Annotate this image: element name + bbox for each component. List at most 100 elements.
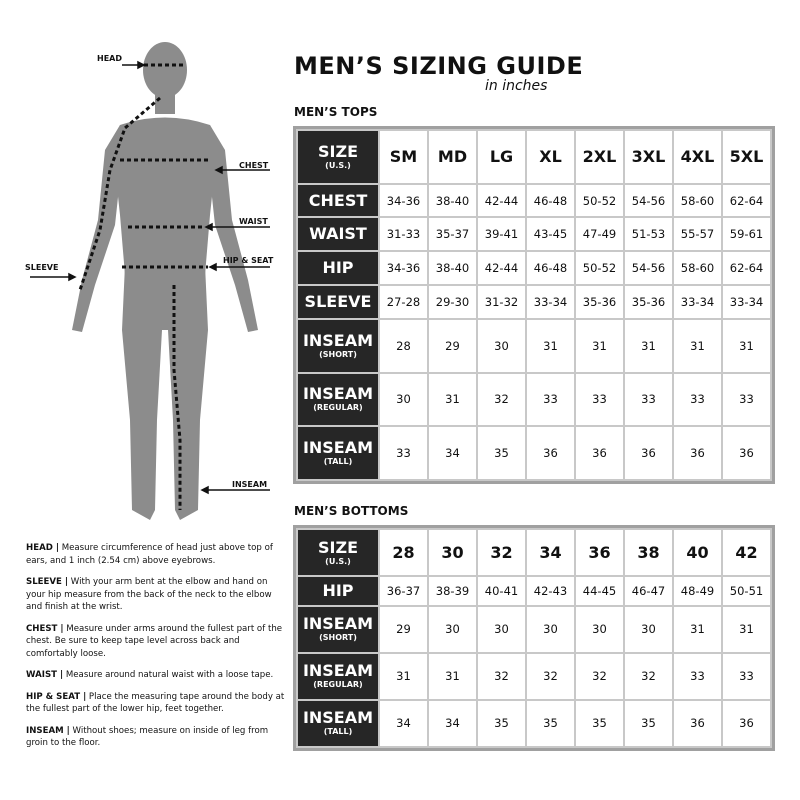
size-column-header: 30 [429,530,476,576]
table-cell: 33 [576,373,623,426]
table-cell: 33 [527,373,574,426]
table-cell: 46-47 [625,577,672,605]
table-cell: 31 [723,606,770,652]
table-row: CHEST 34-36 38-40 42-44 46-48 50-52 54-56 58-60… [298,184,770,217]
table-cell: 54-56 [625,252,672,285]
table-cell: 30 [625,606,672,652]
table-cell: 42-43 [527,577,574,605]
note-text: Measure under arms around the fullest pa… [26,623,283,659]
table-cell: 48-49 [674,577,721,605]
row-header-cell: HIP [298,252,378,285]
tops-heading: MEN’S TOPS [294,105,378,119]
table-cell: 33 [723,373,770,426]
row-header-cell: INSEAM (SHORT) [298,319,378,372]
page-subtitle: in inches [485,78,548,94]
table-cell: 32 [625,653,672,699]
table-cell: 34 [429,427,476,479]
table-cell: 46-48 [527,184,574,217]
row-header-cell: INSEAM (REGULAR) [298,373,378,426]
row-sublabel: (REGULAR) [313,403,363,413]
table-cell: 51-53 [625,218,672,251]
table-cell: 31 [576,319,623,372]
size-sublabel: (U.S.) [325,160,351,170]
table-cell: 33-34 [674,286,721,318]
size-label: SIZE [317,141,358,161]
table-cell: 62-64 [723,252,770,285]
table-row: INSEAM (SHORT) 28 29 30 31 31 31 31 31 [298,319,770,372]
table-cell: 35 [478,427,525,479]
size-column-header: SM [380,131,427,183]
row-header-cell: INSEAM (TALL) [298,427,378,479]
table-cell: 44-45 [576,577,623,605]
label-hip-seat: HIP & SEAT [223,256,274,265]
table-cell: 34 [429,700,476,746]
size-column-header: MD [429,131,476,183]
note-paragraph: WAIST | Measure around natural waist wit… [26,669,286,682]
note-paragraph: INSEAM | Without shoes; measure on insid… [26,725,286,750]
table-cell: 32 [478,653,525,699]
table-cell: 35 [625,700,672,746]
row-header-cell: INSEAM (TALL) [298,700,378,746]
note-paragraph: HEAD | Measure circumference of head jus… [26,542,286,567]
note-text: With your arm bent at the elbow and hand… [26,577,272,612]
row-label: HIP [322,258,354,278]
row-header-cell: INSEAM (SHORT) [298,606,378,652]
table-cell: 33-34 [723,286,770,318]
table-cell: 35-37 [429,218,476,251]
table-cell: 30 [478,319,525,372]
table-row: SLEEVE 27-28 29-30 31-32 33-34 35-36 35-36 33-3… [298,286,770,318]
header-row: SIZE (U.S.) 28 30 32 34 36 38 40 42 [298,530,770,576]
note-term: HEAD | [26,543,59,553]
table-cell: 47-49 [576,218,623,251]
table-cell: 35-36 [576,286,623,318]
table-row: INSEAM (TALL) 34 34 35 35 35 35 36 36 [298,700,770,746]
label-inseam: INSEAM [232,480,268,489]
row-label: INSEAM [302,384,374,404]
header-row: SIZE (U.S.) SM MD LG XL 2XL 3XL 4XL 5XL [298,131,770,183]
table-cell: 33 [625,373,672,426]
table-cell: 31 [429,373,476,426]
row-label: INSEAM [302,438,374,458]
size-column-header: 42 [723,530,770,576]
size-column-header: 5XL [723,131,770,183]
note-text: Measure around natural waist with a loos… [63,670,274,680]
table-cell: 33 [380,427,427,479]
note-text: Without shoes; measure on inside of leg … [26,725,269,749]
label-head: HEAD [97,54,122,63]
tops-size-table: SIZE (U.S.) SM MD LG XL 2XL 3XL 4XL 5XL CHEST 34-36… [293,126,775,484]
table-cell: 33-34 [527,286,574,318]
table-cell: 31 [674,319,721,372]
table-cell: 29-30 [429,286,476,318]
table-cell: 31 [429,653,476,699]
table-cell: 36 [576,427,623,479]
note-paragraph: HIP & SEAT | Place the measuring tape ar… [26,691,286,716]
table-cell: 31 [625,319,672,372]
table-row: HIP 36-37 38-39 40-41 42-43 44-45 46-47 48-49 50… [298,577,770,605]
row-header-cell: WAIST [298,218,378,251]
note-text: Place the measuring tape around the body… [26,691,285,715]
table-cell: 29 [380,606,427,652]
row-sublabel: (TALL) [323,457,353,467]
row-header-cell: SLEEVE [298,286,378,318]
table-cell: 42-44 [478,252,525,285]
table-cell: 30 [478,606,525,652]
table-cell: 30 [429,606,476,652]
table-cell: 36 [674,700,721,746]
table-cell: 50-52 [576,252,623,285]
table-cell: 39-41 [478,218,525,251]
table-cell: 36 [674,427,721,479]
size-sublabel: (U.S.) [325,556,351,566]
row-header-cell: HIP [298,577,378,605]
row-header-cell: INSEAM (REGULAR) [298,653,378,699]
table-cell: 31-33 [380,218,427,251]
table-cell: 50-52 [576,184,623,217]
note-paragraph: CHEST | Measure under arms around the fu… [26,623,286,661]
row-label: INSEAM [302,330,374,350]
table-cell: 31-32 [478,286,525,318]
table-row: INSEAM (SHORT) 29 30 30 30 30 30 31 31 [298,606,770,652]
table-cell: 38-40 [429,252,476,285]
row-label: HIP [322,580,354,600]
size-column-header: 40 [674,530,721,576]
row-label: CHEST [308,190,368,210]
table-cell: 58-60 [674,252,721,285]
